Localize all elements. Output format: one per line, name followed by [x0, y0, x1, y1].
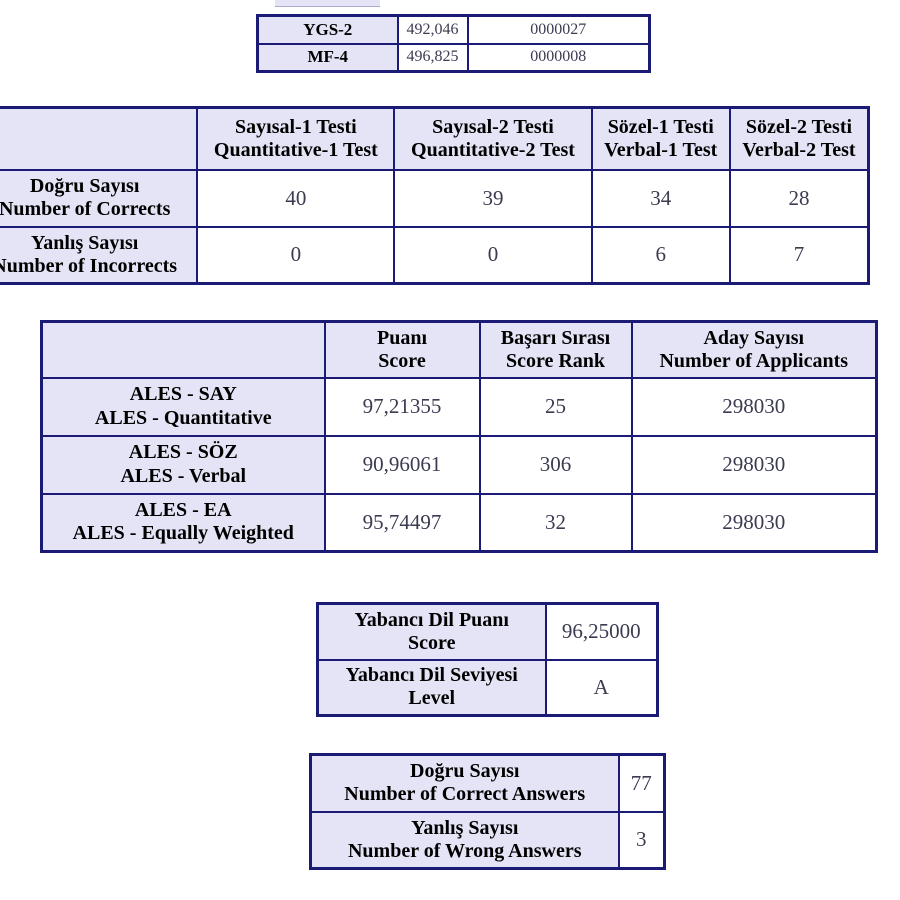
- count-value: 34: [590, 168, 731, 228]
- row-label-en: ALES - Equally Weighted: [72, 522, 294, 545]
- count-value: 0: [393, 225, 593, 285]
- empty-corner-cell: [40, 320, 326, 379]
- test-results-table: Sayısal-1 Testi Quantitative-1 Test Sayı…: [0, 106, 870, 285]
- applicants-value: 298030: [630, 434, 878, 495]
- rank-value: 25: [478, 376, 633, 437]
- header-line-en: Verbal-2 Test: [742, 138, 856, 161]
- rank-value: 0000008: [466, 42, 651, 73]
- table-row: ALES - SÖZ ALES - Verbal 90,96061 306 29…: [40, 434, 878, 495]
- table-row: MF-4 496,825 0000008: [256, 42, 651, 73]
- row-header: Yanlış Sayısı Number of Wrong Answers: [309, 810, 620, 870]
- header-line-tr: Sözel-1 Testi: [607, 115, 714, 138]
- row-label-en: Score: [408, 631, 456, 654]
- table-row: YGS-2 492,046 0000027: [256, 14, 651, 45]
- column-header: Aday Sayısı Number of Applicants: [630, 320, 878, 379]
- score-value: 97,21355: [323, 376, 481, 437]
- row-label-tr: Yabancı Dil Seviyesi: [345, 664, 518, 687]
- row-label-tr: ALES - EA: [134, 499, 232, 522]
- column-header: Sözel-1 Testi Verbal-1 Test: [590, 106, 731, 171]
- row-label-en: Number of Incorrects: [0, 254, 178, 277]
- header-line-en: Quantitative-1 Test: [213, 138, 378, 161]
- ygs-scores-table: YGS-2 492,046 0000027 MF-4 496,825 00000…: [256, 14, 651, 73]
- count-value: 7: [728, 225, 870, 285]
- table-row: Yanlış Sayısı Number of Wrong Answers 3: [309, 810, 666, 870]
- foreign-language-table: Yabancı Dil Puanı Score 96,25000 Yabancı…: [316, 602, 659, 717]
- header-line-tr: Sözel-2 Testi: [745, 115, 853, 138]
- header-line-en: Verbal-1 Test: [604, 138, 718, 161]
- row-header: Doğru Sayısı Number of Corrects: [0, 168, 199, 228]
- header-line-tr: Sayısal-2 Testi: [432, 115, 554, 138]
- table-row: ALES - SAY ALES - Quantitative 97,21355 …: [40, 376, 878, 437]
- applicants-value: 298030: [630, 492, 878, 553]
- table-row: Doğru Sayısı Number of Correct Answers 7…: [309, 753, 666, 813]
- header-line-en: Number of Applicants: [659, 349, 849, 372]
- header-line-en: Quantitative-2 Test: [411, 138, 575, 161]
- column-header: Sayısal-1 Testi Quantitative-1 Test: [196, 106, 396, 171]
- answer-counts-table: Doğru Sayısı Number of Correct Answers 7…: [309, 753, 666, 870]
- column-header: Sözel-2 Testi Verbal-2 Test: [728, 106, 870, 171]
- cropped-table-edge: [275, 0, 380, 7]
- row-label-tr: Doğru Sayısı: [29, 174, 140, 197]
- header-line-tr: Başarı Sırası: [500, 326, 611, 349]
- row-label-tr: Yabancı Dil Puanı: [354, 608, 509, 631]
- row-header: Yabancı Dil Seviyesi Level: [316, 658, 547, 717]
- language-score-value: 96,25000: [544, 602, 659, 661]
- row-label-en: Number of Corrects: [0, 198, 171, 220]
- count-value: 28: [728, 168, 870, 228]
- applicants-value: 298030: [630, 376, 878, 437]
- score-value: 90,96061: [323, 434, 481, 495]
- row-label-tr: ALES - SAY: [129, 383, 237, 406]
- table-row: ALES - EA ALES - Equally Weighted 95,744…: [40, 492, 878, 553]
- empty-corner-cell: [0, 106, 199, 171]
- row-label-tr: Yanlış Sayısı: [31, 231, 139, 254]
- rank-value: 306: [478, 434, 633, 495]
- table-row: Doğru Sayısı Number of Corrects 40 39 34…: [0, 168, 870, 228]
- rank-value: 32: [478, 492, 633, 553]
- header-line-tr: Sayısal-1 Testi: [235, 115, 357, 138]
- score-type-label: MF-4: [256, 42, 399, 73]
- row-label-en: Level: [408, 687, 456, 710]
- header-row: Puanı Score Başarı Sırası Score Rank Ada…: [40, 320, 878, 379]
- score-type-label: YGS-2: [256, 14, 399, 45]
- count-value: 6: [590, 225, 731, 285]
- correct-count-value: 77: [617, 753, 666, 813]
- ales-scores-table: Puanı Score Başarı Sırası Score Rank Ada…: [40, 320, 878, 553]
- rank-value: 0000027: [466, 14, 651, 45]
- row-header: Doğru Sayısı Number of Correct Answers: [309, 753, 620, 813]
- row-header: ALES - SAY ALES - Quantitative: [40, 376, 326, 437]
- count-value: 40: [196, 168, 396, 228]
- column-header: Puanı Score: [323, 320, 481, 379]
- column-header: Sayısal-2 Testi Quantitative-2 Test: [393, 106, 593, 171]
- header-line-en: Score: [378, 349, 426, 372]
- wrong-count-value: 3: [617, 810, 666, 870]
- row-header: ALES - SÖZ ALES - Verbal: [40, 434, 326, 495]
- header-line-tr: Aday Sayısı: [703, 326, 805, 349]
- score-value: 492,046: [396, 14, 469, 45]
- language-level-value: A: [544, 658, 659, 717]
- row-label-tr: ALES - SÖZ: [128, 441, 238, 464]
- count-value: 0: [196, 225, 396, 285]
- count-value: 39: [393, 168, 593, 228]
- row-label-tr: Yanlış Sayısı: [411, 816, 519, 839]
- row-label-en: Number of Wrong Answers: [347, 839, 582, 862]
- header-line-en: Score Rank: [505, 349, 606, 372]
- table-row: Yabancı Dil Seviyesi Level A: [316, 658, 659, 717]
- table-row: Yabancı Dil Puanı Score 96,25000: [316, 602, 659, 661]
- header-row: Sayısal-1 Testi Quantitative-1 Test Sayı…: [0, 106, 870, 171]
- header-line-tr: Puanı: [376, 326, 428, 349]
- table-row: Yanlış Sayısı Number of Incorrects 0 0 6…: [0, 225, 870, 285]
- row-label-en: ALES - Verbal: [120, 464, 247, 487]
- row-label-en: ALES - Quantitative: [94, 406, 272, 429]
- column-header: Başarı Sırası Score Rank: [478, 320, 633, 379]
- row-label-tr: Doğru Sayısı: [410, 760, 520, 783]
- score-value: 95,74497: [323, 492, 481, 553]
- row-header: Yanlış Sayısı Number of Incorrects: [0, 225, 199, 285]
- score-value: 496,825: [396, 42, 469, 73]
- row-header: Yabancı Dil Puanı Score: [316, 602, 547, 661]
- row-header: ALES - EA ALES - Equally Weighted: [40, 492, 326, 553]
- row-label-en: Number of Correct Answers: [344, 783, 586, 806]
